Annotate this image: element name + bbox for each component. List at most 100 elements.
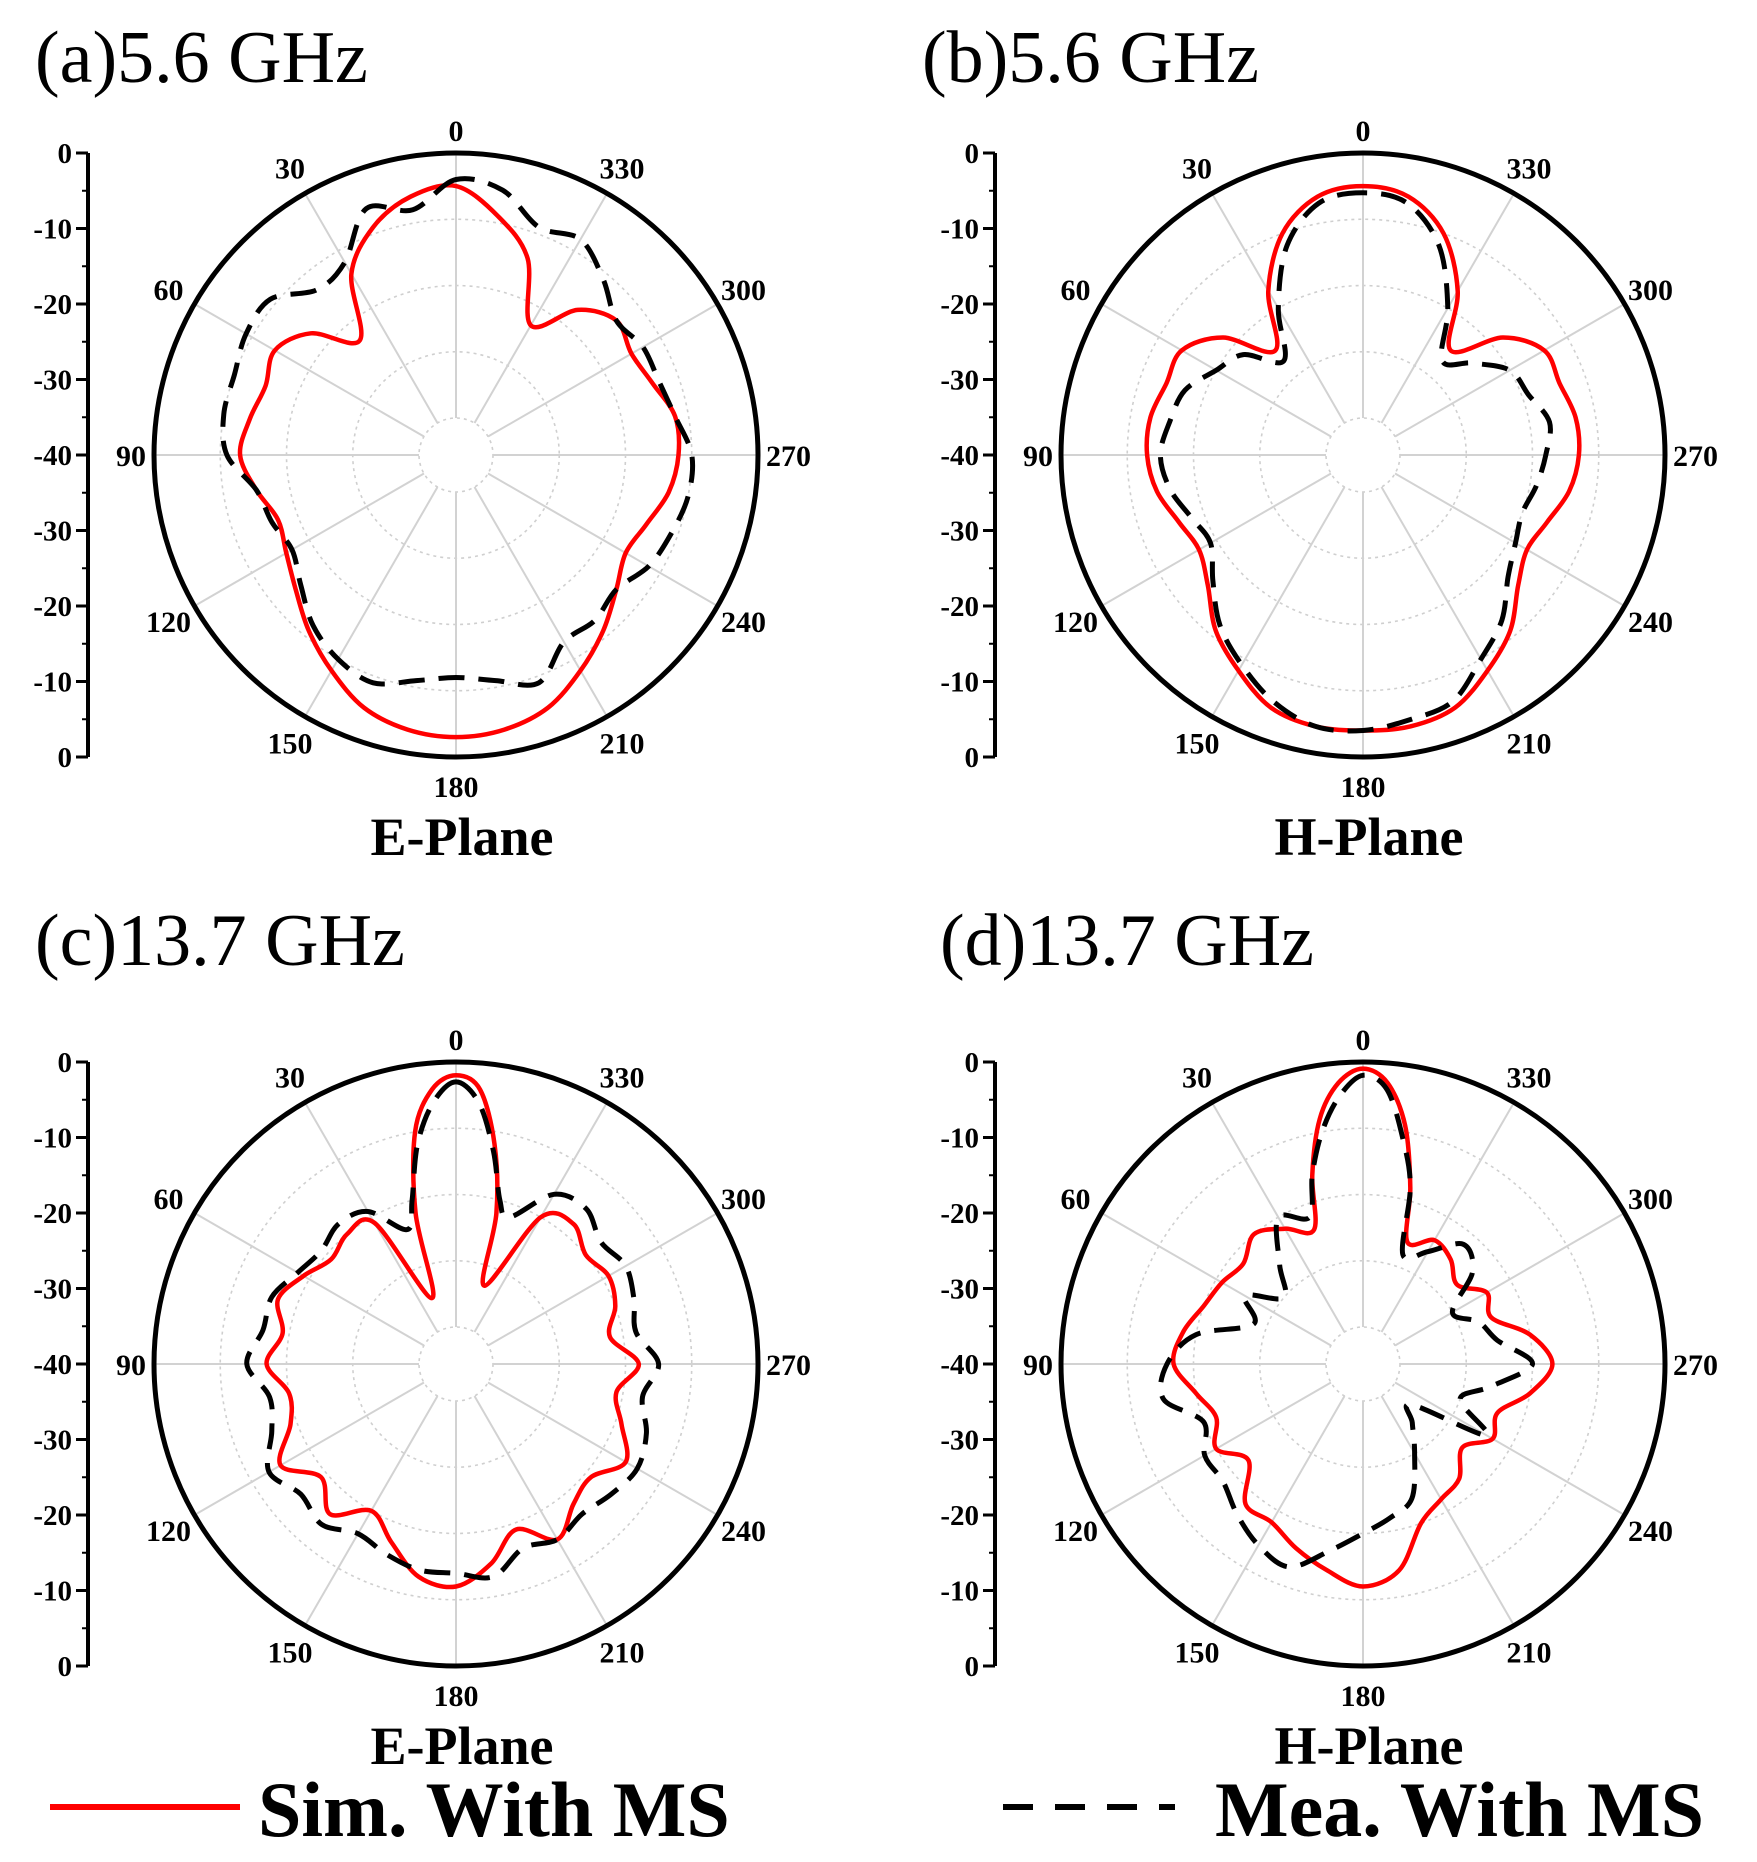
radial-tick-label: -20 — [33, 591, 72, 623]
angle-tick-label: 210 — [600, 1637, 645, 1670]
radial-tick-label: -30 — [33, 516, 72, 548]
radial-tick-label: -40 — [940, 440, 979, 472]
radial-tick-label: 0 — [965, 138, 980, 170]
angle-tick-label: 120 — [146, 1515, 191, 1548]
radial-tick-label: -30 — [940, 1274, 979, 1306]
plane-label: H-Plane — [1275, 1716, 1464, 1776]
angle-tick-label: 270 — [766, 440, 811, 473]
radial-tick-label: -30 — [33, 365, 72, 397]
series-measured-line — [1157, 190, 1553, 734]
angle-tick-label: 120 — [1053, 1515, 1098, 1548]
grid-spoke — [1100, 1212, 1332, 1347]
panel-title: (a)5.6 GHz — [35, 17, 368, 99]
angle-tick-label: 330 — [1507, 1061, 1552, 1094]
series-simulated-line — [264, 1073, 642, 1590]
angle-tick-label: 150 — [268, 728, 313, 761]
legend-label-sim: Sim. With MS — [258, 1766, 730, 1853]
radial-tick-label: -10 — [940, 1123, 979, 1155]
angle-tick-label: 0 — [449, 115, 464, 148]
grid-spoke — [1211, 1101, 1346, 1333]
grid-spoke — [304, 192, 439, 424]
grid-spoke — [487, 1212, 719, 1347]
grid-spoke — [1211, 486, 1346, 718]
angle-tick-label: 0 — [1356, 1024, 1371, 1057]
polar-panel-d: (d)13.7 GHz 0 30 60 90 120 150 180 210 240 270 300 3… — [940, 900, 1718, 1776]
grid-spoke — [1394, 1212, 1626, 1347]
angle-tick-label: 60 — [153, 274, 183, 307]
radial-tick-label: -20 — [940, 1198, 979, 1230]
grid-spoke — [1380, 1101, 1515, 1333]
angle-tick-label: 330 — [600, 1061, 645, 1094]
panel-title: (c)13.7 GHz — [35, 900, 405, 982]
radial-tick-label: 0 — [965, 1651, 980, 1683]
angle-tick-label: 60 — [1060, 1183, 1090, 1216]
radial-tick-label: 0 — [58, 742, 73, 774]
radial-tick-label: -10 — [940, 1576, 979, 1608]
angle-tick-label: 330 — [600, 152, 645, 185]
grid-circle-inner — [1325, 417, 1401, 493]
radial-tick-label: -10 — [33, 214, 72, 246]
radial-tick-label: -10 — [940, 667, 979, 699]
radial-tick-label: -30 — [940, 1425, 979, 1457]
grid-spoke — [193, 1381, 425, 1516]
angle-tick-label: 210 — [1507, 728, 1552, 761]
grid-spoke — [1394, 472, 1626, 607]
radial-tick-label: -20 — [33, 289, 72, 321]
radial-tick-label: -20 — [33, 1500, 72, 1532]
series-simulated-line — [1170, 1066, 1555, 1589]
grid-spoke — [487, 1381, 719, 1516]
panel-title: (b)5.6 GHz — [922, 17, 1259, 99]
grid-spoke — [304, 1101, 439, 1333]
angle-tick-label: 90 — [1023, 1349, 1053, 1382]
angle-tick-label: 240 — [721, 606, 766, 639]
angle-tick-label: 180 — [1341, 771, 1386, 804]
series-measured-line — [244, 1079, 662, 1581]
angle-tick-label: 300 — [1628, 274, 1673, 307]
polar-panel-b: (b)5.6 GHz 0 30 60 90 120 150 180 210 240 270 300 33… — [922, 17, 1718, 867]
grid-spoke — [1380, 486, 1515, 718]
angle-tick-label: 150 — [1175, 1637, 1220, 1670]
grid-spoke — [304, 486, 439, 718]
grid-spoke — [473, 192, 608, 424]
polar-panel-a: (a)5.6 GHz 0 30 60 90 120 150 180 210 240 270 300 33… — [33, 17, 811, 867]
grid-spoke — [1100, 472, 1332, 607]
grid-circle-inner — [418, 417, 494, 493]
radial-tick-label: -30 — [940, 365, 979, 397]
angle-tick-label: 180 — [1341, 1680, 1386, 1713]
angle-tick-label: 60 — [1060, 274, 1090, 307]
grid-spoke — [1394, 303, 1626, 438]
radial-tick-label: -20 — [33, 1198, 72, 1230]
panels-group: (a)5.6 GHz 0 30 60 90 120 150 180 210 240 270 300 33… — [33, 17, 1718, 1776]
grid-spoke — [193, 303, 425, 438]
angle-tick-label: 240 — [721, 1515, 766, 1548]
radial-tick-label: -40 — [33, 440, 72, 472]
angle-tick-label: 90 — [116, 1349, 146, 1382]
grid-circle-inner — [1325, 1326, 1401, 1402]
angle-tick-label: 240 — [1628, 606, 1673, 639]
angle-tick-label: 300 — [1628, 1183, 1673, 1216]
angle-tick-label: 240 — [1628, 1515, 1673, 1548]
angle-tick-label: 30 — [1182, 1061, 1212, 1094]
plane-label: E-Plane — [371, 1716, 554, 1776]
angle-tick-label: 0 — [449, 1024, 464, 1057]
angle-tick-label: 120 — [146, 606, 191, 639]
radial-tick-label: -20 — [940, 591, 979, 623]
outer-ring — [151, 1059, 761, 1669]
series-simulated-line — [237, 183, 682, 740]
grid-spoke — [487, 303, 719, 438]
angle-tick-label: 270 — [1673, 440, 1718, 473]
grid-spoke — [193, 472, 425, 607]
angle-tick-label: 90 — [1023, 440, 1053, 473]
grid-spoke — [193, 1212, 425, 1347]
angle-tick-label: 60 — [153, 1183, 183, 1216]
outer-ring — [1058, 150, 1668, 760]
outer-ring — [1058, 1059, 1668, 1669]
radial-tick-label: -40 — [33, 1349, 72, 1381]
radial-tick-label: 0 — [965, 742, 980, 774]
radial-tick-label: -30 — [940, 516, 979, 548]
radial-tick-label: -30 — [33, 1274, 72, 1306]
legend: Sim. With MS Mea. With MS — [50, 1766, 1704, 1853]
grid-spoke — [1394, 1381, 1626, 1516]
radial-tick-label: -20 — [940, 1500, 979, 1532]
